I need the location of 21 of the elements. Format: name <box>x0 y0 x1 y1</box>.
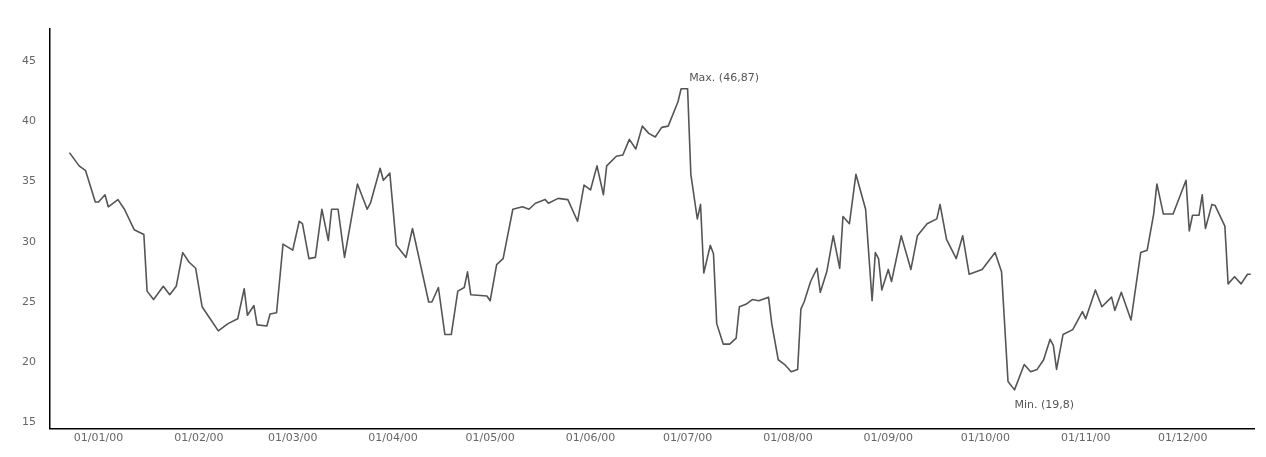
x-tick-label: 01/07/00 <box>662 430 713 444</box>
y-tick-label: 20 <box>22 355 36 369</box>
annotation: Max. (46,87) <box>689 70 759 84</box>
y-tick-label: 30 <box>22 234 36 248</box>
y-tick-label: 25 <box>22 294 36 308</box>
x-tick-label: 01/11/00 <box>1061 430 1111 444</box>
y-tick-label: 45 <box>22 53 36 67</box>
x-tick-label: 01/12/00 <box>1158 430 1208 444</box>
x-tick-label: 01/10/00 <box>960 430 1011 444</box>
x-tick-label: 01/04/00 <box>368 430 418 444</box>
y-tick-label: 40 <box>22 114 36 128</box>
x-tick-label: 01/01/00 <box>73 430 124 444</box>
x-tick-label: 01/08/00 <box>763 430 813 444</box>
x-tick-label: 01/09/00 <box>863 430 913 444</box>
y-tick-label: 15 <box>22 415 36 429</box>
x-tick-label: 01/05/00 <box>465 430 515 444</box>
x-tick-label: 01/06/00 <box>565 430 616 444</box>
y-tick-label: 35 <box>22 174 36 188</box>
x-tick-label: 01/03/00 <box>268 430 318 444</box>
x-tick-label: 01/02/00 <box>174 430 224 444</box>
annotation: Min. (19,8) <box>1014 397 1075 411</box>
